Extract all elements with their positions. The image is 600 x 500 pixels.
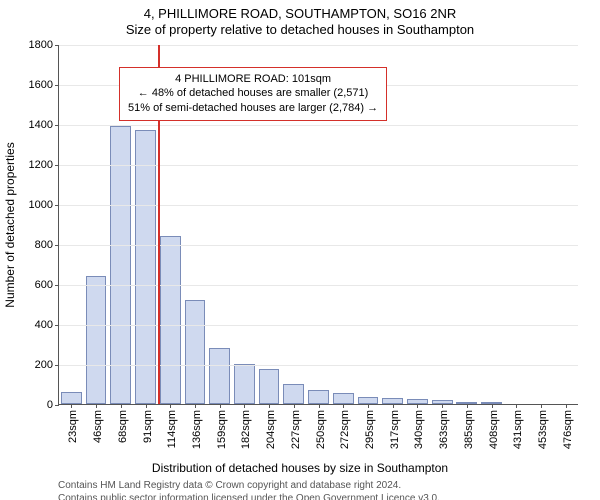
bar xyxy=(308,390,329,404)
footer-line-2: Contains public sector information licen… xyxy=(58,492,600,500)
bar-slot: 363sqm xyxy=(430,45,455,404)
bar xyxy=(110,126,131,404)
bar-slot: 476sqm xyxy=(553,45,578,404)
annotation-line: ← 48% of detached houses are smaller (2,… xyxy=(128,86,378,101)
x-tick-label: 250sqm xyxy=(315,410,327,449)
x-tick-label: 453sqm xyxy=(537,410,549,449)
x-axis-label: Distribution of detached houses by size … xyxy=(0,461,600,475)
gridline xyxy=(59,365,578,366)
x-tick-label: 272sqm xyxy=(339,410,351,449)
x-tick-label: 317sqm xyxy=(389,410,401,449)
bar xyxy=(358,397,379,404)
x-tick-label: 136sqm xyxy=(191,410,203,449)
gridline xyxy=(59,125,578,126)
x-tick-mark xyxy=(220,404,221,408)
x-tick-label: 363sqm xyxy=(438,410,450,449)
annotation-line: 4 PHILLIMORE ROAD: 101sqm xyxy=(128,72,378,87)
x-tick-label: 159sqm xyxy=(216,410,228,449)
bar xyxy=(234,364,255,404)
x-tick-label: 340sqm xyxy=(413,410,425,449)
gridline xyxy=(59,245,578,246)
x-tick-label: 476sqm xyxy=(562,410,574,449)
y-tick-label: 0 xyxy=(47,399,59,411)
gridline xyxy=(59,45,578,46)
x-tick-label: 91sqm xyxy=(142,410,154,443)
x-tick-mark xyxy=(368,404,369,408)
x-tick-label: 68sqm xyxy=(117,410,129,443)
x-tick-label: 227sqm xyxy=(290,410,302,449)
x-tick-mark xyxy=(393,404,394,408)
x-tick-mark xyxy=(244,404,245,408)
x-tick-mark xyxy=(541,404,542,408)
x-tick-label: 408sqm xyxy=(488,410,500,449)
x-tick-mark xyxy=(343,404,344,408)
annotation-line: 51% of semi-detached houses are larger (… xyxy=(128,101,378,116)
histogram-chart: Number of detached properties 23sqm46sqm… xyxy=(58,45,578,405)
bar xyxy=(86,276,107,404)
bar-slot: 453sqm xyxy=(529,45,554,404)
x-tick-mark xyxy=(467,404,468,408)
bar xyxy=(333,393,354,404)
footer-attribution: Contains HM Land Registry data © Crown c… xyxy=(0,475,600,500)
footer-line-1: Contains HM Land Registry data © Crown c… xyxy=(58,479,600,492)
x-tick-mark xyxy=(294,404,295,408)
y-tick-label: 1200 xyxy=(29,159,59,171)
x-tick-mark xyxy=(319,404,320,408)
y-axis-label: Number of detached properties xyxy=(3,142,17,307)
bar-slot: 23sqm xyxy=(59,45,84,404)
annotation-box: 4 PHILLIMORE ROAD: 101sqm← 48% of detach… xyxy=(119,67,387,122)
bar-slot: 46sqm xyxy=(84,45,109,404)
bar-slot: 385sqm xyxy=(455,45,480,404)
x-tick-label: 23sqm xyxy=(67,410,79,443)
x-tick-mark xyxy=(195,404,196,408)
x-tick-label: 182sqm xyxy=(240,410,252,449)
x-tick-mark xyxy=(417,404,418,408)
title-main: 4, PHILLIMORE ROAD, SOUTHAMPTON, SO16 2N… xyxy=(0,0,600,22)
bar xyxy=(135,130,156,404)
bar-slot: 431sqm xyxy=(504,45,529,404)
x-tick-label: 204sqm xyxy=(265,410,277,449)
x-tick-mark xyxy=(170,404,171,408)
x-tick-mark xyxy=(516,404,517,408)
gridline xyxy=(59,205,578,206)
y-tick-label: 1800 xyxy=(29,39,59,51)
gridline xyxy=(59,165,578,166)
x-tick-mark xyxy=(71,404,72,408)
bar xyxy=(283,384,304,404)
y-tick-label: 800 xyxy=(35,239,59,251)
x-tick-label: 385sqm xyxy=(463,410,475,449)
bar xyxy=(259,369,280,404)
y-tick-label: 600 xyxy=(35,279,59,291)
x-tick-label: 295sqm xyxy=(364,410,376,449)
x-tick-mark xyxy=(566,404,567,408)
bar xyxy=(185,300,206,404)
bar-slot: 408sqm xyxy=(479,45,504,404)
x-tick-mark xyxy=(146,404,147,408)
x-tick-label: 431sqm xyxy=(512,410,524,449)
x-tick-label: 114sqm xyxy=(166,410,178,448)
y-tick-label: 1000 xyxy=(29,199,59,211)
gridline xyxy=(59,285,578,286)
bar-slot: 340sqm xyxy=(405,45,430,404)
x-tick-mark xyxy=(492,404,493,408)
gridline xyxy=(59,325,578,326)
y-tick-label: 1600 xyxy=(29,79,59,91)
plot-area: 23sqm46sqm68sqm91sqm114sqm136sqm159sqm18… xyxy=(58,45,578,405)
x-tick-mark xyxy=(442,404,443,408)
y-tick-label: 200 xyxy=(35,359,59,371)
y-tick-label: 400 xyxy=(35,319,59,331)
x-tick-mark xyxy=(269,404,270,408)
y-tick-label: 1400 xyxy=(29,119,59,131)
x-tick-label: 46sqm xyxy=(92,410,104,443)
bar xyxy=(61,392,82,404)
bar xyxy=(160,236,181,404)
title-sub: Size of property relative to detached ho… xyxy=(0,22,600,38)
bar xyxy=(209,348,230,404)
x-tick-mark xyxy=(121,404,122,408)
x-tick-mark xyxy=(96,404,97,408)
